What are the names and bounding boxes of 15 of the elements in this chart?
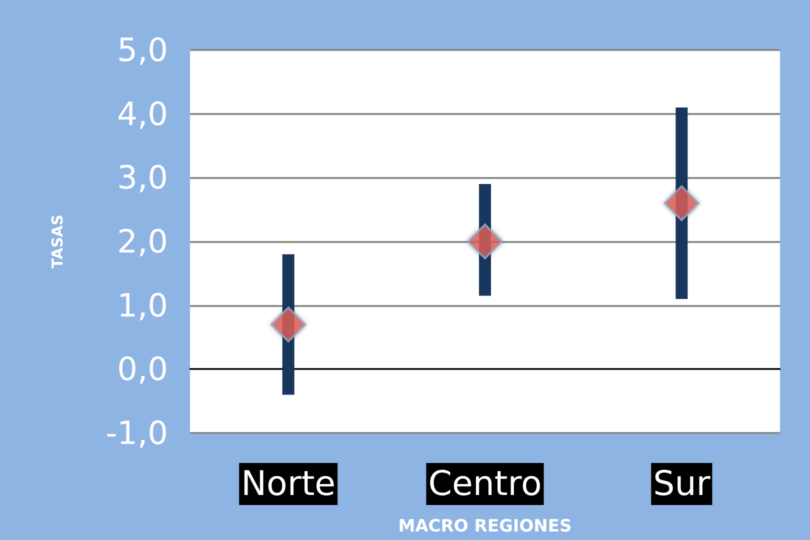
y-axis-title: TASAS xyxy=(48,214,66,268)
point xyxy=(467,224,503,260)
y-tick-label: -1,0 xyxy=(106,414,168,452)
point xyxy=(270,306,306,342)
x-tick-label: Sur xyxy=(653,464,710,504)
x-tick-label: Centro xyxy=(428,464,542,504)
y-tick-label: 1,0 xyxy=(117,286,168,324)
x-axis-title: MACRO REGIONES xyxy=(398,516,572,536)
point xyxy=(664,185,700,222)
y-tick-label: 4,0 xyxy=(117,94,168,133)
y-tick-label: 0,0 xyxy=(117,350,168,388)
x-tick-label: Norte xyxy=(241,464,336,504)
y-tick-label: 3,0 xyxy=(117,158,168,197)
y-tick-label: 5,0 xyxy=(117,31,168,69)
y-tick-label: 2,0 xyxy=(117,222,168,260)
